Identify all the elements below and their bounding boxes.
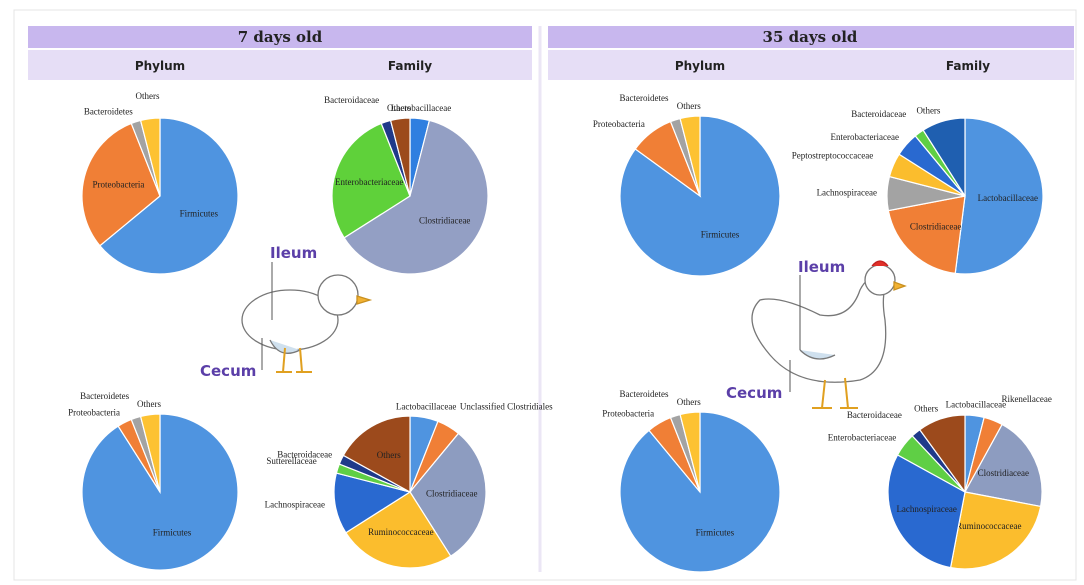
pie-slice bbox=[954, 117, 1044, 275]
pie-slice bbox=[343, 119, 489, 275]
slice-label: Peptostreptococcaceae bbox=[792, 150, 873, 160]
panel-title: 7 days old bbox=[238, 28, 323, 46]
slice-label: Others bbox=[916, 106, 940, 116]
slice-label: Lactobacillaceae bbox=[978, 193, 1038, 203]
slice-label: Others bbox=[677, 101, 701, 111]
organ-label: Ileum bbox=[270, 244, 317, 262]
column-label: Family bbox=[946, 59, 990, 73]
pie-slice bbox=[331, 122, 411, 239]
slice-label: Bacteroidaceae bbox=[847, 410, 902, 420]
slice-label: Ruminococcaceae bbox=[368, 527, 433, 537]
slice-label: Enterobacteriaceae bbox=[831, 132, 899, 142]
slice-label: Lactobacillaceae bbox=[391, 103, 451, 113]
slice-label: Bacteroidetes bbox=[619, 389, 668, 399]
slice-label: Others bbox=[137, 399, 161, 409]
pie-slice bbox=[887, 195, 966, 275]
slice-label: Bacteroidaceae bbox=[324, 95, 379, 105]
slice-label: Rikenellaceae bbox=[1001, 394, 1051, 404]
slice-label: Others bbox=[914, 403, 938, 413]
pie-slice bbox=[887, 454, 966, 569]
pie-slice bbox=[679, 115, 701, 197]
slice-label: Others bbox=[677, 397, 701, 407]
slice-label: Lachnospiraceae bbox=[817, 187, 877, 197]
slice-label: Clostridiaceae bbox=[419, 215, 470, 225]
panel-header bbox=[28, 26, 532, 48]
pie-slice bbox=[99, 117, 239, 275]
column-label: Phylum bbox=[135, 59, 185, 73]
organ-label: Cecum bbox=[200, 362, 256, 380]
organ-label: Cecum bbox=[726, 384, 782, 402]
pie-slice bbox=[345, 491, 452, 569]
column-label: Family bbox=[388, 59, 432, 73]
hen-drawing bbox=[751, 260, 907, 409]
pie-slice bbox=[964, 423, 1043, 508]
slice-label: Others bbox=[377, 450, 401, 460]
slice-label: Proteobacteria bbox=[593, 119, 645, 129]
pie-slice bbox=[918, 414, 966, 494]
slice-label: Lachnospiraceae bbox=[896, 504, 956, 514]
slice-label: Firmicutes bbox=[153, 527, 192, 537]
slice-label: Lactobacillaceae bbox=[946, 400, 1006, 410]
pie-slice bbox=[409, 432, 487, 557]
slice-label: Clostridiaceae bbox=[910, 221, 961, 231]
pie-slice bbox=[679, 411, 701, 493]
pie-slice bbox=[333, 472, 412, 534]
slice-label: Bacteroidetes bbox=[84, 106, 133, 116]
slice-label: Bacteroidetes bbox=[619, 93, 668, 103]
slice-label: Unclassified Clostridiales bbox=[460, 402, 553, 412]
slice-label: Others bbox=[387, 103, 411, 113]
slice-label: Lachnospiraceae bbox=[265, 500, 325, 510]
pie-slice bbox=[389, 117, 411, 197]
slice-label: Proteobacteria bbox=[92, 179, 144, 189]
panel-title: 35 days old bbox=[763, 28, 858, 46]
slice-label: Clostridiaceae bbox=[978, 468, 1029, 478]
pie-slice bbox=[139, 413, 161, 493]
panel-subheader bbox=[28, 50, 532, 80]
slice-label: Firmicutes bbox=[180, 208, 219, 218]
chick-drawing bbox=[241, 274, 373, 373]
pie-slice bbox=[81, 122, 161, 247]
pie-slice bbox=[922, 117, 966, 199]
slice-label: Bacteroidaceae bbox=[277, 449, 332, 459]
slice-label: Bacteroidetes bbox=[80, 391, 129, 401]
panel-subheader bbox=[548, 50, 1074, 80]
organ-label: Ileum bbox=[798, 258, 845, 276]
pie-slice bbox=[342, 415, 411, 494]
pie-slice bbox=[949, 491, 1042, 570]
slice-label: Firmicutes bbox=[696, 527, 735, 537]
slice-label: Others bbox=[135, 91, 159, 101]
panel-header bbox=[548, 26, 1074, 48]
slice-label: Proteobacteria bbox=[602, 409, 654, 419]
slice-label: Sutterellaceae bbox=[266, 456, 316, 466]
pie-slice bbox=[139, 117, 161, 197]
slice-label: Clostridiaceae bbox=[426, 489, 477, 499]
slice-label: Lactobacillaceae bbox=[396, 402, 456, 412]
slice-label: Ruminococcaceae bbox=[956, 521, 1021, 531]
slice-label: Enterobacteriaceae bbox=[335, 177, 403, 187]
slice-label: Firmicutes bbox=[701, 229, 740, 239]
column-label: Phylum bbox=[675, 59, 725, 73]
slice-label: Bacteroidaceae bbox=[851, 109, 906, 119]
slice-label: Enterobacteriaceae bbox=[828, 433, 896, 443]
slice-label: Proteobacteria bbox=[68, 408, 120, 418]
